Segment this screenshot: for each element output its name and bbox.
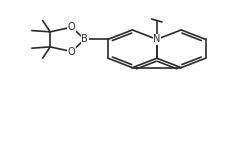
Text: N: N: [153, 34, 160, 44]
Text: B: B: [81, 34, 88, 44]
Text: O: O: [68, 22, 75, 32]
Text: O: O: [68, 47, 75, 57]
